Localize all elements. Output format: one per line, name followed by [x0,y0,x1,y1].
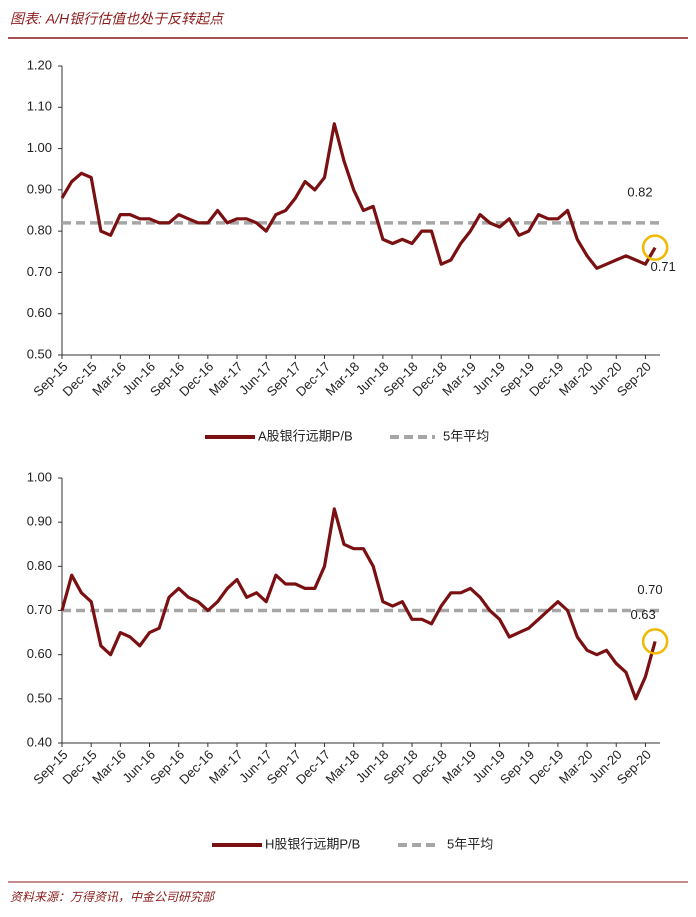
y-tick-label: 0.60 [27,305,52,320]
x-tick-label: Mar-19 [439,359,479,399]
y-tick-label: 0.50 [27,690,52,705]
page-title: 图表: A/H银行估值也处于反转起点 [10,11,225,27]
average-label: 0.82 [627,184,652,199]
y-tick-label: 0.80 [27,223,52,238]
y-tick-label: 0.40 [27,734,52,749]
y-tick-label: 0.70 [27,264,52,279]
legend-label: 5年平均 [447,836,493,851]
x-tick-label: Mar-17 [206,747,246,787]
x-tick-label: Mar-20 [556,359,596,399]
x-tick-label: Mar-20 [556,747,596,787]
legend-label: H股银行远期P/B [265,836,360,851]
legend-label: 5年平均 [443,428,489,443]
end-annotation: 0.63 [630,607,655,622]
y-tick-label: 1.00 [27,469,52,484]
x-tick-label: Mar-16 [89,359,129,399]
x-tick-label: Mar-18 [323,359,363,399]
series-line [60,507,657,701]
average-label: 0.70 [637,582,662,597]
end-annotation: 0.71 [650,259,675,274]
y-tick-label: 0.70 [27,602,52,617]
highlight-ring [641,234,669,261]
y-tick-label: 0.50 [27,346,52,361]
highlight-ring [641,628,669,655]
y-tick-label: 0.90 [27,181,52,196]
y-tick-label: 1.00 [27,140,52,155]
y-tick-label: 1.20 [27,57,52,72]
legend-label: A股银行远期P/B [258,428,353,443]
y-tick-label: 0.60 [27,646,52,661]
y-tick-label: 0.80 [27,558,52,573]
x-tick-label: Mar-17 [206,359,246,399]
y-tick-label: 1.10 [27,99,52,114]
x-tick-label: Mar-18 [323,747,363,787]
y-tick-label: 0.90 [27,514,52,529]
source-note: 资料来源：万得资讯，中金公司研究部 [10,890,216,904]
x-tick-label: Mar-16 [89,747,129,787]
series-line [60,122,657,270]
x-tick-label: Mar-19 [439,747,479,787]
